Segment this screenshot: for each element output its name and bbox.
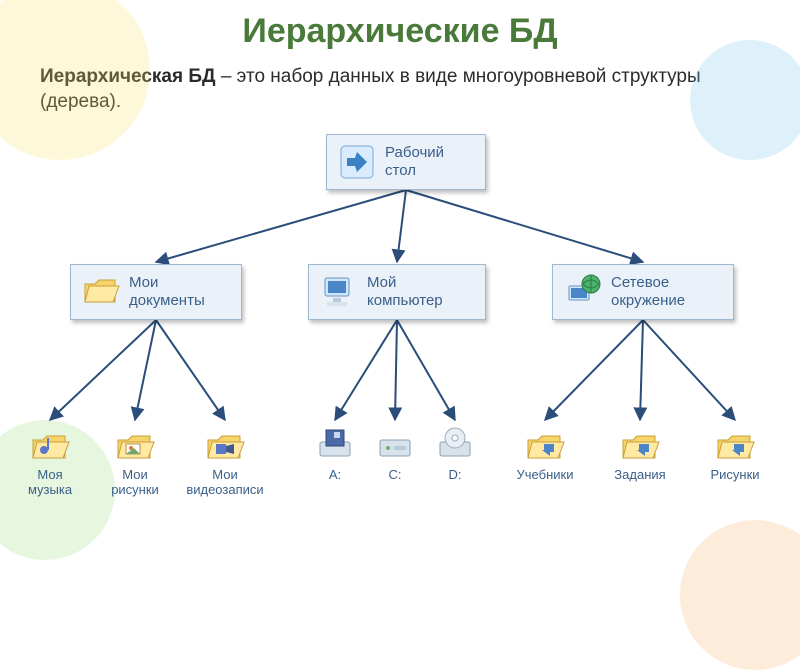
node-mycomp-label: Мой компьютер	[367, 274, 443, 310]
folder-picture-icon	[114, 424, 156, 466]
tree-arrow	[395, 320, 397, 420]
folder-share-icon	[524, 424, 566, 466]
computer-icon	[319, 272, 359, 312]
tree-arrow	[640, 320, 643, 420]
tree-arrow	[397, 190, 406, 262]
tree-arrow	[397, 320, 455, 420]
leaf-tasks: Задания	[595, 424, 685, 483]
tree-arrow	[643, 320, 735, 420]
leaf-books: Учебники	[500, 424, 590, 483]
tree-arrow	[335, 320, 397, 420]
folder-music-icon	[29, 424, 71, 466]
folder-share-icon	[619, 424, 661, 466]
node-desktop: Рабочий стол	[326, 134, 486, 190]
node-mydocs: Мои документы	[70, 264, 242, 320]
leaf-drvD-label: D:	[410, 468, 500, 483]
tree-arrow	[156, 320, 225, 420]
leaf-videos: Мои видеозаписи	[180, 424, 270, 498]
leaf-pics-label: Мои рисунки	[90, 468, 180, 498]
leaf-music: Моя музыка	[5, 424, 95, 498]
leaf-music-label: Моя музыка	[5, 468, 95, 498]
leaf-draws: Рисунки	[690, 424, 780, 483]
leaf-videos-label: Мои видеозаписи	[180, 468, 270, 498]
leaf-drvD: D:	[410, 424, 500, 483]
node-mycomp: Мой компьютер	[308, 264, 486, 320]
optical-drive-icon	[434, 424, 476, 466]
node-network-label: Сетевое окружение	[611, 274, 685, 310]
leaf-draws-label: Рисунки	[690, 468, 780, 483]
tree-arrow	[406, 190, 643, 262]
desktop-shortcut-icon	[337, 142, 377, 182]
tree-arrow	[50, 320, 156, 420]
leaf-books-label: Учебники	[500, 468, 590, 483]
tree-diagram: Рабочий стол Мои документы Мой компьютер…	[0, 114, 800, 584]
leaf-tasks-label: Задания	[595, 468, 685, 483]
folder-open-icon	[81, 272, 121, 312]
node-desktop-label: Рабочий стол	[385, 144, 444, 180]
network-globe-icon	[563, 272, 603, 312]
folder-video-icon	[204, 424, 246, 466]
tree-arrow	[135, 320, 156, 420]
node-network: Сетевое окружение	[552, 264, 734, 320]
node-mydocs-label: Мои документы	[129, 274, 205, 310]
folder-share-icon	[714, 424, 756, 466]
tree-arrow	[545, 320, 643, 420]
tree-arrow	[156, 190, 406, 262]
leaf-pics: Мои рисунки	[90, 424, 180, 498]
